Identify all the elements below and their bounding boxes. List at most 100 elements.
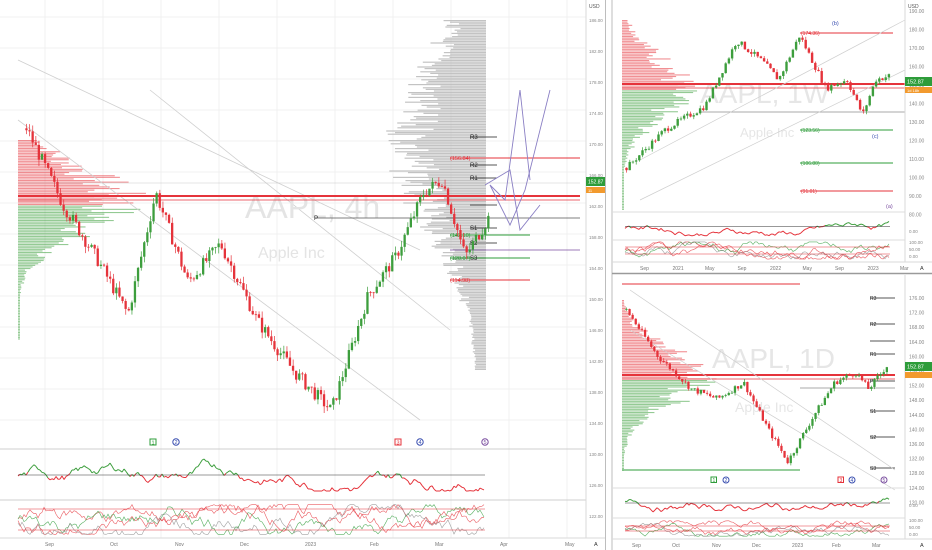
volume-bar — [18, 218, 95, 220]
volume-bar — [622, 311, 628, 313]
osc-segment — [219, 469, 223, 473]
candle-body — [322, 394, 326, 407]
volume-bar — [622, 109, 652, 111]
candle-body — [833, 381, 836, 389]
osc-segment — [630, 499, 634, 502]
volume-bar — [18, 226, 86, 228]
volume-bar — [469, 325, 486, 327]
osc-segment — [832, 223, 836, 226]
volume-bar — [437, 207, 486, 209]
scale-mode-toggle[interactable]: A — [594, 542, 598, 548]
price-tick-label: 168.00 — [909, 325, 925, 331]
osc-segment — [676, 231, 680, 234]
volume-bar — [18, 220, 114, 222]
volume-bar — [473, 346, 486, 348]
candle-body — [381, 272, 385, 282]
osc-segment — [37, 468, 41, 471]
candle-body — [195, 274, 199, 279]
volume-bar — [622, 464, 624, 466]
volume-bar — [622, 119, 662, 121]
volume-bar — [18, 160, 51, 162]
candle-body — [99, 264, 102, 266]
osc-segment — [680, 232, 684, 235]
volume-bar — [474, 368, 486, 370]
candle-body — [226, 258, 230, 262]
volume-bar — [622, 170, 624, 172]
time-axis[interactable]: Sep Oct Nov Dec 2023 Feb Mar — [632, 543, 881, 549]
candle-body — [644, 149, 647, 151]
time-axis[interactable]: Sep Oct Nov Dec 2023 Feb Mar Apr May — [45, 542, 575, 548]
price-scale[interactable]: 186.00 182.00 178.00 174.00 170.00 166.00 162.… — [589, 18, 603, 519]
osc-segment — [77, 467, 81, 471]
candle-body — [714, 85, 718, 88]
candle-body — [353, 341, 357, 343]
candle-body — [777, 438, 780, 446]
fib-label: (123.56) — [801, 128, 820, 134]
volume-bar — [408, 84, 486, 86]
volume-bar — [471, 343, 486, 345]
volume-bar — [622, 36, 634, 38]
volume-bar — [18, 170, 83, 172]
volume-bar — [622, 362, 681, 364]
volume-bar — [18, 250, 43, 252]
volume-bar — [438, 58, 486, 60]
candle-body — [236, 278, 239, 283]
osc-segment — [149, 478, 153, 481]
candle-body — [676, 118, 679, 126]
price-tick-label: 134.00 — [589, 421, 603, 426]
osc-segment — [159, 473, 163, 478]
candle-body — [34, 142, 37, 145]
osc-segment — [800, 230, 804, 234]
candle-body — [670, 128, 673, 131]
osc-segment — [790, 232, 794, 235]
osc-segment — [105, 465, 109, 467]
candle-body — [177, 246, 180, 252]
volume-bar — [467, 306, 486, 308]
osc-segment — [676, 506, 680, 510]
osc-segment — [872, 501, 876, 503]
candle-body — [782, 71, 785, 77]
candle-body — [637, 324, 640, 329]
candle-body — [415, 202, 419, 217]
candlestick-series — [25, 123, 490, 413]
volume-bar — [622, 165, 626, 167]
osc-segment — [848, 503, 852, 507]
volume-bar — [622, 143, 632, 145]
daily-chart-pane[interactable]: AAPL, 1D Apple Inc R3 R2 R1 P S1 S2 S3 — [612, 275, 932, 549]
scale-mode-toggle[interactable]: A — [920, 266, 924, 272]
volume-bar — [428, 149, 486, 151]
osc-segment — [754, 507, 758, 509]
time-tick-label: Nov — [175, 542, 184, 548]
candle-body — [702, 390, 706, 393]
volume-bar — [18, 296, 20, 298]
volume-bar — [18, 332, 20, 334]
volume-bar — [472, 336, 486, 338]
osc-segment — [201, 458, 205, 461]
volume-bar — [422, 61, 486, 63]
price-scale[interactable]: 176.00172.00168.00164.00160.00156.00152.… — [909, 296, 925, 506]
osc-segment — [670, 505, 674, 509]
volume-bar — [18, 314, 20, 316]
volume-bar — [622, 197, 624, 199]
candle-body — [826, 393, 830, 398]
candle-body — [663, 128, 667, 132]
left-chart-pane[interactable]: AAPL, 4h Apple Inc R3 R2 R1 P S1 — [0, 0, 606, 550]
osc-segment — [281, 478, 285, 483]
price-tick-label: 164.00 — [909, 340, 925, 346]
volume-bar — [622, 141, 635, 143]
volume-bar — [401, 184, 486, 186]
time-axis[interactable]: Sep 2021 May Sep 2022 May Sep 2023 Mar — [640, 266, 909, 272]
scale-mode-toggle[interactable]: A — [920, 543, 924, 549]
candle-body — [158, 193, 161, 208]
time-tick-label: Oct — [672, 543, 680, 549]
watermark-symbol: AAPL, 4h — [245, 189, 380, 225]
volume-bar — [622, 367, 692, 369]
candle-body — [791, 49, 795, 58]
weekly-chart-pane[interactable]: AAPL, 1W Apple Inc (174.36) (123.56) (10… — [611, 0, 932, 550]
volume-bar — [622, 405, 666, 407]
volume-bar — [622, 116, 656, 118]
volume-bar — [418, 162, 486, 164]
volume-bar — [622, 308, 626, 310]
volume-bar — [622, 432, 629, 434]
volume-bar — [18, 175, 115, 177]
